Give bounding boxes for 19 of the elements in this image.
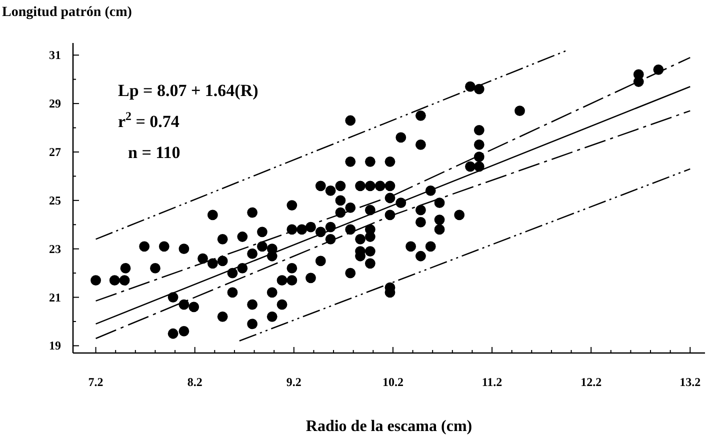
y-tick-label: 19 bbox=[49, 338, 61, 353]
y-tick-label: 31 bbox=[49, 48, 61, 62]
x-axis-title: Radio de la escama (cm) bbox=[306, 418, 472, 435]
x-tick-label: 7.2 bbox=[88, 375, 104, 389]
y-tick-label: 29 bbox=[49, 96, 61, 111]
x-tick-label: 9.2 bbox=[286, 375, 302, 389]
y-tick-label: 21 bbox=[49, 290, 61, 304]
x-tick-label: 8.2 bbox=[187, 375, 202, 389]
x-tick-label: 13.2 bbox=[680, 375, 701, 389]
x-tick-label: 12.2 bbox=[580, 375, 602, 389]
x-tick-label: 10.2 bbox=[382, 375, 404, 389]
y-tick-label: 23 bbox=[49, 242, 61, 256]
x-tick-label: 11.2 bbox=[482, 375, 502, 389]
y-axis-title: Longitud patrón (cm) bbox=[2, 5, 132, 20]
annotation: r$^{2}$ = 0.74 bbox=[118, 109, 180, 131]
y-tick-label: 27 bbox=[49, 144, 61, 159]
y-tick-label: 25 bbox=[49, 193, 61, 208]
annotation: Lp = 8.07 + 1.64(R) bbox=[118, 81, 258, 100]
annotation: n = 110 bbox=[128, 143, 180, 162]
